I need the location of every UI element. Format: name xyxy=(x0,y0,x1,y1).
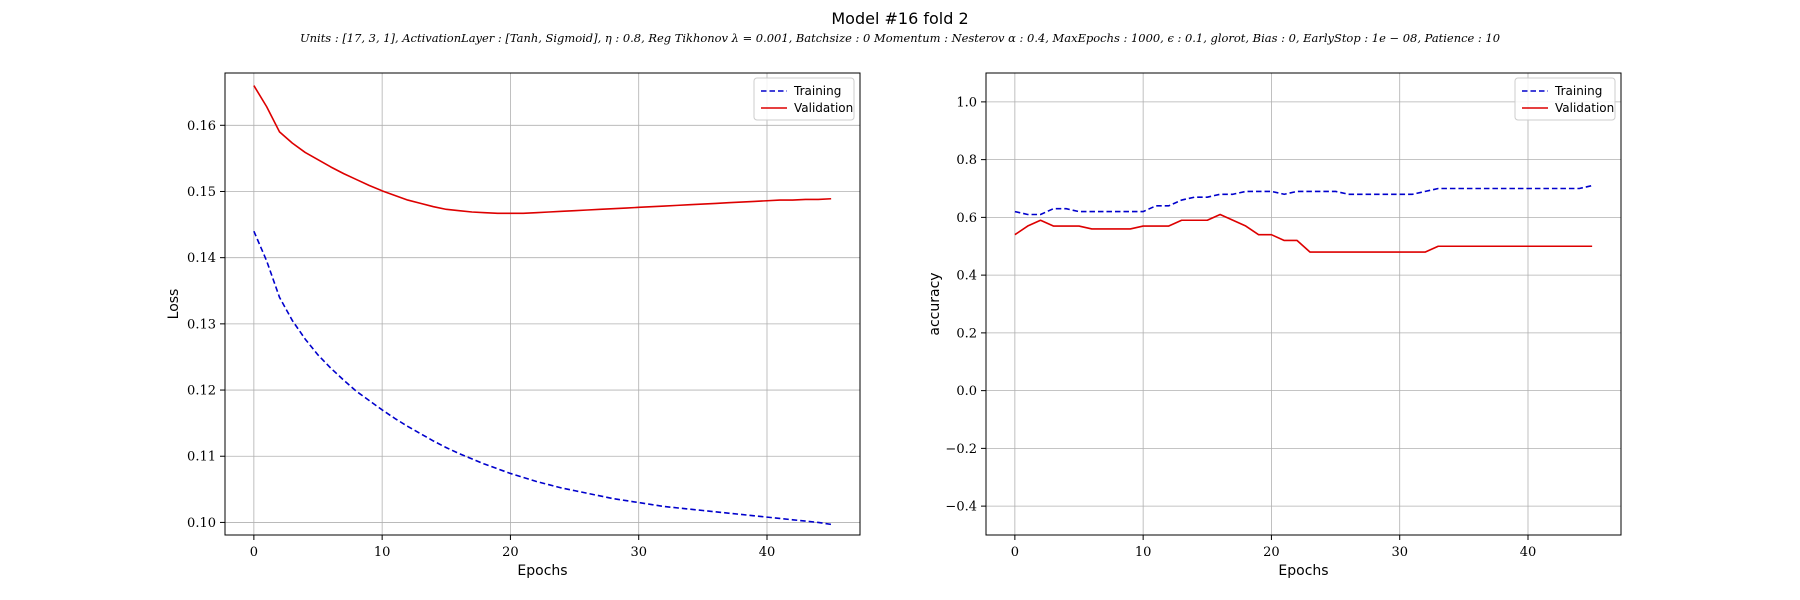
series-line-validation xyxy=(1014,213,1593,253)
loss-chart: 0 10 20 30 40 0.10 0.11 0.12 0.13 0.14 0.15 0.16 Epo… xyxy=(166,72,861,579)
x-axis-label: Epochs xyxy=(517,563,567,579)
legend-label-training: Training xyxy=(1554,84,1602,98)
plot-frame xyxy=(985,72,1622,536)
y-tick-label: 0.4 xyxy=(956,269,977,284)
legend-box xyxy=(753,77,855,121)
y-tick-label: 0.12 xyxy=(187,384,216,399)
y-tick-label: 0.11 xyxy=(187,450,216,465)
x-tick-label: 30 xyxy=(630,545,647,560)
y-tick-label: 0.14 xyxy=(187,251,216,266)
y-tick-label: 0.6 xyxy=(956,211,977,226)
legend-label-training: Training xyxy=(793,84,841,98)
x-tick-label: 10 xyxy=(1135,545,1152,560)
y-tick-label: 0.13 xyxy=(187,317,216,332)
x-tick-label: 0 xyxy=(1011,545,1019,560)
x-tick-label: 30 xyxy=(1391,545,1408,560)
legend: Training Validation xyxy=(753,77,855,121)
accuracy-chart: 0 10 20 30 40 −0.4 −0.2 0.0 0.2 0.4 0.6 0.8 1.0 Epoch… xyxy=(927,72,1622,579)
series-line-training xyxy=(1014,184,1593,216)
x-tick-label: 0 xyxy=(250,545,258,560)
y-tick-label: 1.0 xyxy=(956,95,977,110)
series-line-training xyxy=(253,230,832,526)
figure-subtitle: Units : [17, 3, 1], ActivationLayer : [T… xyxy=(300,32,1500,45)
y-tick-label: 0.10 xyxy=(187,516,216,531)
series-line-validation xyxy=(253,85,832,215)
x-tick-label: 40 xyxy=(759,545,776,560)
x-tick-label: 10 xyxy=(374,545,391,560)
legend-label-validation: Validation xyxy=(1555,101,1614,115)
y-tick-label: −0.2 xyxy=(945,442,977,457)
y-tick-label: 0.15 xyxy=(187,185,216,200)
legend-box xyxy=(1514,77,1616,121)
y-tick-label: 0.2 xyxy=(956,326,977,341)
legend: Training Validation xyxy=(1514,77,1616,121)
x-tick-label: 40 xyxy=(1520,545,1537,560)
y-tick-label: 0.8 xyxy=(956,153,977,168)
x-tick-label: 20 xyxy=(502,545,519,560)
legend-label-validation: Validation xyxy=(794,101,853,115)
y-tick-label: 0.16 xyxy=(187,119,216,134)
plot-frame xyxy=(224,72,861,536)
x-tick-label: 20 xyxy=(1263,545,1280,560)
y-axis-label: accuracy xyxy=(927,272,943,335)
y-tick-label: −0.4 xyxy=(945,500,977,515)
figure-title: Model #16 fold 2 xyxy=(831,9,968,28)
y-axis-label: Loss xyxy=(166,289,182,320)
y-tick-label: 0.0 xyxy=(956,384,977,399)
x-axis-label: Epochs xyxy=(1278,563,1328,579)
